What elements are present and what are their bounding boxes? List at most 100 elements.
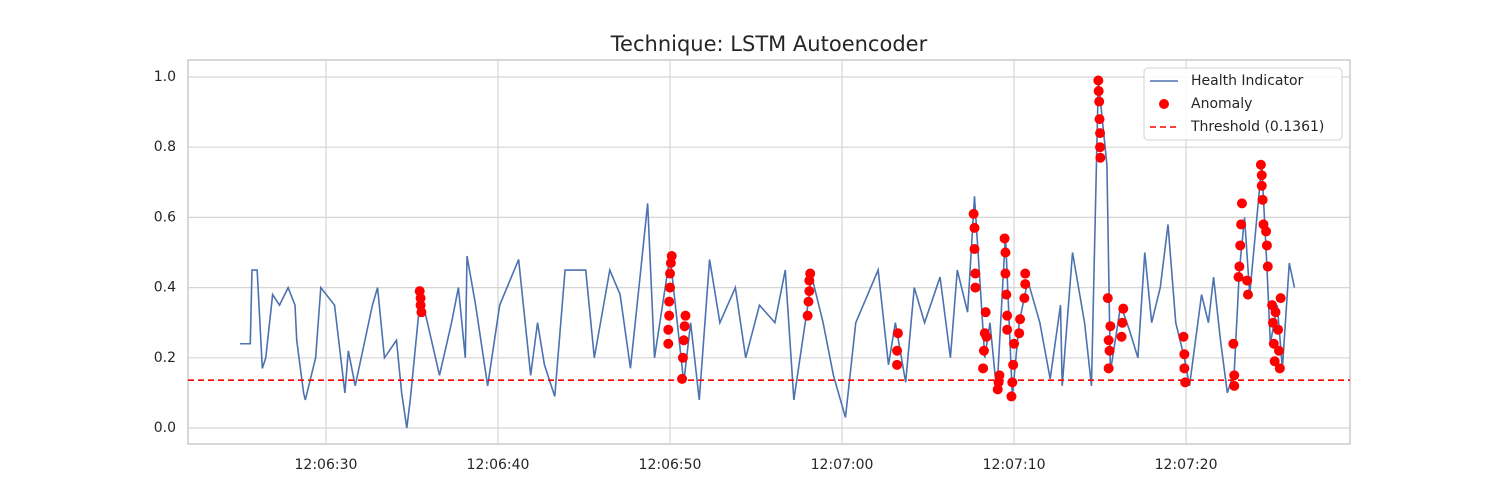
anomaly-point bbox=[1236, 219, 1247, 230]
anomaly-point bbox=[677, 352, 688, 363]
anomaly-point bbox=[1000, 247, 1011, 258]
anomaly-point bbox=[1268, 338, 1279, 349]
anomaly-point bbox=[1116, 331, 1127, 342]
x-tick-label: 12:06:50 bbox=[639, 457, 702, 473]
anomaly-point bbox=[678, 335, 689, 346]
anomaly-point bbox=[1118, 303, 1129, 314]
x-tick-label: 12:07:20 bbox=[1155, 457, 1218, 473]
anomaly-point bbox=[994, 370, 1005, 381]
anomaly-point bbox=[1104, 345, 1115, 356]
anomaly-point bbox=[1093, 86, 1104, 97]
anomaly-point bbox=[679, 321, 690, 332]
anomaly-point bbox=[892, 328, 903, 339]
anomaly-point bbox=[1020, 268, 1031, 279]
anomaly-point bbox=[1002, 310, 1013, 321]
anomaly-point bbox=[1179, 349, 1190, 360]
anomaly-point bbox=[892, 345, 903, 356]
anomaly-point bbox=[1256, 170, 1267, 181]
legend-label: Threshold (0.1361) bbox=[1190, 119, 1324, 135]
y-tick-label: 0.0 bbox=[154, 420, 176, 436]
x-tick-label: 12:07:10 bbox=[983, 457, 1046, 473]
anomaly-point bbox=[1093, 75, 1104, 86]
anomaly-point bbox=[1242, 275, 1253, 286]
anomaly-point bbox=[1019, 293, 1030, 304]
anomaly-point bbox=[1242, 289, 1253, 300]
anomaly-point bbox=[1103, 363, 1114, 374]
x-tick-label: 12:06:40 bbox=[467, 457, 530, 473]
anomaly-point bbox=[969, 243, 980, 254]
anomaly-point bbox=[1009, 338, 1020, 349]
anomaly-point bbox=[968, 208, 979, 219]
anomaly-point bbox=[1095, 142, 1106, 153]
x-tick-label: 12:06:30 bbox=[295, 457, 358, 473]
anomaly-point bbox=[1275, 293, 1286, 304]
anomaly-point bbox=[1102, 293, 1113, 304]
anomaly-point bbox=[1256, 180, 1267, 191]
anomaly-point bbox=[1007, 377, 1018, 388]
anomaly-point bbox=[1228, 338, 1239, 349]
y-tick-label: 0.6 bbox=[154, 209, 176, 225]
anomaly-point bbox=[980, 307, 991, 318]
anomaly-point bbox=[1014, 328, 1025, 339]
anomaly-point bbox=[1273, 345, 1284, 356]
anomaly-point bbox=[999, 233, 1010, 244]
anomaly-point bbox=[665, 282, 676, 293]
anomaly-point bbox=[680, 310, 691, 321]
anomaly-point bbox=[1000, 268, 1011, 279]
anomaly-point bbox=[1235, 240, 1246, 251]
anomaly-point bbox=[1015, 314, 1026, 325]
anomaly-point bbox=[1020, 279, 1031, 290]
anomaly-point bbox=[1269, 356, 1280, 367]
y-tick-label: 1.0 bbox=[154, 69, 176, 85]
anomaly-point bbox=[1274, 363, 1285, 374]
anomaly-point bbox=[1006, 391, 1017, 402]
health-line bbox=[239, 80, 1296, 429]
anomaly-point bbox=[1262, 261, 1273, 272]
anomaly-point bbox=[978, 345, 989, 356]
anomaly-point bbox=[1233, 272, 1244, 283]
anomaly-point bbox=[1178, 331, 1189, 342]
y-tick-label: 0.8 bbox=[154, 139, 176, 155]
anomaly-point bbox=[804, 286, 815, 297]
anomaly-point bbox=[677, 373, 688, 384]
anomaly-point bbox=[664, 296, 675, 307]
legend-label: Anomaly bbox=[1191, 96, 1252, 112]
anomaly-point bbox=[1105, 321, 1116, 332]
anomaly-point bbox=[1001, 289, 1012, 300]
anomaly-point bbox=[663, 338, 674, 349]
legend-label: Health Indicator bbox=[1191, 73, 1304, 89]
anomaly-point bbox=[1255, 159, 1266, 170]
anomaly-point bbox=[1179, 363, 1190, 374]
x-tick-label: 12:07:00 bbox=[811, 457, 874, 473]
anomaly-point bbox=[664, 310, 675, 321]
anomaly-point bbox=[892, 359, 903, 370]
anomaly-point bbox=[1117, 317, 1128, 328]
anomaly-point bbox=[978, 363, 989, 374]
anomaly-point bbox=[665, 268, 676, 279]
legend-marker bbox=[1159, 99, 1169, 109]
anomaly-point bbox=[1261, 240, 1272, 251]
anomaly-point bbox=[1261, 226, 1272, 237]
anomaly-point bbox=[1180, 377, 1191, 388]
anomaly-point bbox=[1267, 317, 1278, 328]
chart-title: Technique: LSTM Autoencoder bbox=[610, 32, 928, 56]
anomaly-point bbox=[970, 268, 981, 279]
anomaly-point bbox=[805, 268, 816, 279]
anomaly-point bbox=[1229, 370, 1240, 381]
anomaly-point bbox=[1103, 335, 1114, 346]
plot-frame bbox=[187, 59, 1351, 445]
anomaly-point bbox=[1008, 359, 1019, 370]
anomaly-point bbox=[1095, 128, 1106, 139]
anomaly-point bbox=[1236, 198, 1247, 209]
anomaly-point bbox=[1257, 194, 1268, 205]
anomaly-point bbox=[981, 331, 992, 342]
anomaly-point bbox=[1095, 152, 1106, 163]
anomaly-point bbox=[1094, 114, 1105, 125]
anomaly-point bbox=[1270, 307, 1281, 318]
legend-box bbox=[1143, 67, 1343, 141]
anomaly-point bbox=[1002, 324, 1013, 335]
anomaly-point bbox=[415, 293, 426, 304]
y-tick-label: 0.4 bbox=[154, 280, 176, 296]
